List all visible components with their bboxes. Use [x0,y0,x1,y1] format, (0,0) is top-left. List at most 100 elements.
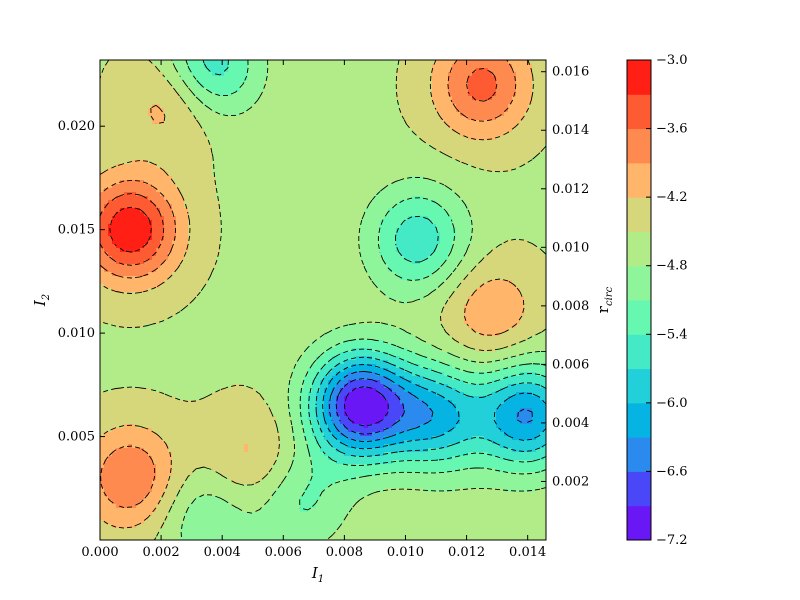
contour-cell [248,504,253,509]
contour-cell [216,92,221,97]
contour-cell [172,260,177,265]
contour-cell [212,220,217,225]
contour-cell [112,496,117,501]
contour-cell [256,288,261,293]
contour-cell [108,428,113,433]
contour-cell [220,380,225,385]
contour-cell [100,116,105,121]
contour-cell [168,500,173,505]
contour-cell [216,300,221,305]
contour-cell [160,176,165,181]
contour-cell [172,508,177,513]
contour-cell [212,384,217,389]
contour-cell [252,388,257,393]
contour-cell [236,96,241,101]
contour-cell [128,312,133,317]
contour-cell [124,368,129,373]
contour-cell [192,184,197,189]
contour-cell [180,60,185,65]
contour-cell [216,84,221,89]
contour-cell [232,76,237,81]
contour-cell [124,348,129,353]
contour-cell [240,484,245,489]
contour-cell [232,240,237,245]
contour-cell [260,388,265,393]
contour-cell [124,460,129,465]
contour-cell [140,476,145,481]
contour-cell [144,220,149,225]
contour-cell [128,300,133,305]
contour-cell [120,528,125,533]
contour-cell [128,232,133,237]
contour-cell [160,136,165,141]
contour-cell [188,504,193,509]
contour-cell [116,144,121,149]
contour-cell [224,188,229,193]
contour-cell [240,236,245,241]
contour-cell [160,104,165,109]
contour-cell [116,528,121,533]
contour-cell [216,200,221,205]
contour-cell [196,316,201,321]
contour-cell [196,452,201,457]
contour-cell [240,140,245,145]
contour-cell [112,360,117,365]
contour-cell [108,172,113,177]
contour-cell [252,492,257,497]
contour-cell [100,260,105,265]
contour-cell [264,88,269,93]
contour-cell [236,72,241,77]
contour-cell [152,260,157,265]
contour-cell [208,216,213,221]
contour-cell [156,212,161,217]
contour-cell [108,288,113,293]
contour-cell [216,240,221,245]
contour-cell [152,60,157,65]
contour-cell [208,308,213,313]
contour-cell [148,116,153,121]
contour-cell [100,228,105,233]
contour-cell [196,200,201,205]
contour-cell [188,356,193,361]
contour-cell [124,524,129,529]
contour-cell [184,420,189,425]
contour-cell [168,480,173,485]
contour-cell [132,112,137,117]
contour-cell [220,232,225,237]
contour-cell [240,412,245,417]
contour-cell [116,180,121,185]
contour-cell [164,164,169,169]
contour-cell [188,280,193,285]
contour-fill-layer [100,60,546,540]
contour-cell [240,204,245,209]
contour-cell [220,404,225,409]
contour-cell [200,500,205,505]
contour-cell [136,108,141,113]
contour-cell [172,324,177,329]
contour-cell [108,468,113,473]
contour-cell [212,96,217,101]
contour-cell [192,112,197,117]
contour-cell [104,524,109,529]
contour-cell [260,436,265,441]
contour-cell [116,400,121,405]
contour-cell [204,316,209,321]
contour-cell [160,216,165,221]
contour-cell [200,164,205,169]
contour-cell [188,60,193,65]
contour-cell [140,380,145,385]
contour-cell [248,120,253,125]
contour-cell [176,228,181,233]
contour-cell [148,60,153,65]
contour-cell [212,180,217,185]
contour-cell [136,292,141,297]
contour-cell [248,180,253,185]
contour-cell [248,208,253,213]
contour-cell [244,84,249,89]
contour-cell [132,336,137,341]
contour-cell [196,88,201,93]
contour-cell [160,92,165,97]
contour-cell [172,488,177,493]
contour-cell [160,124,165,129]
contour-cell [192,492,197,497]
